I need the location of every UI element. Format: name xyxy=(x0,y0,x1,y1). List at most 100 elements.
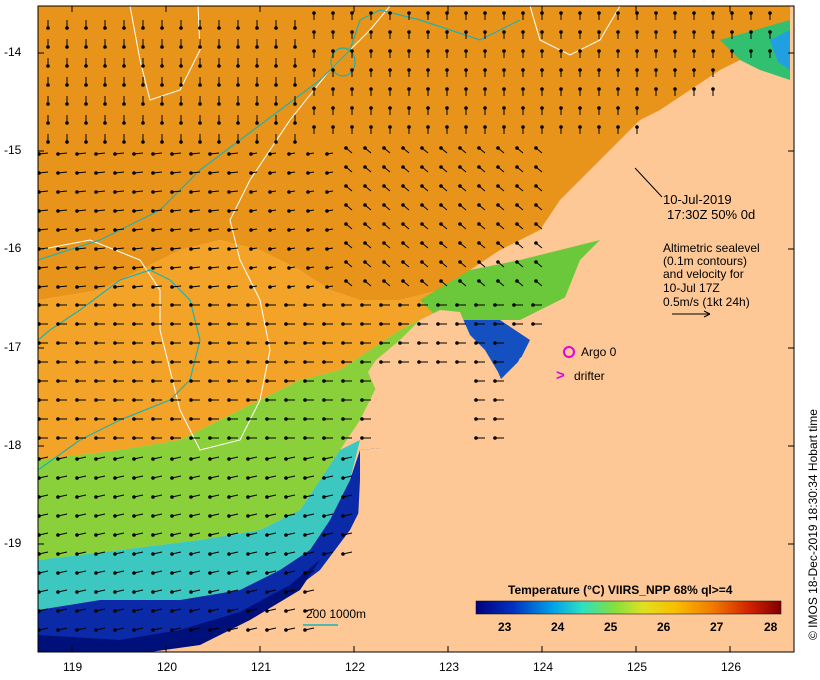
velocity-vector-head xyxy=(388,49,392,53)
velocity-vector-head xyxy=(56,417,60,421)
velocity-vector-head xyxy=(534,222,538,226)
x-tick-label: 122 xyxy=(345,660,366,674)
velocity-vector-head xyxy=(303,571,307,575)
velocity-vector-head xyxy=(208,266,212,270)
velocity-vector-head xyxy=(287,190,291,194)
velocity-vector-head xyxy=(208,247,212,251)
velocity-vector-head xyxy=(540,87,544,91)
velocity-vector-head xyxy=(249,190,253,194)
velocity-vector-head xyxy=(132,590,136,594)
velocity-vector-head xyxy=(306,285,310,289)
velocity-vector-head xyxy=(113,628,117,632)
velocity-vector-head xyxy=(303,495,307,499)
velocity-vector-head xyxy=(325,247,329,251)
velocity-vector-head xyxy=(515,279,519,283)
velocity-vector-head xyxy=(360,417,364,421)
altimetry-line-4: 10-Jul 17Z xyxy=(663,281,720,295)
velocity-vector-head xyxy=(458,260,462,264)
velocity-vector-head xyxy=(94,152,98,156)
velocity-vector-head xyxy=(455,322,459,326)
velocity-vector-head xyxy=(189,457,193,461)
velocity-vector-head xyxy=(515,146,519,150)
velocity-vector-head xyxy=(189,341,193,345)
velocity-vector-head xyxy=(312,49,316,53)
velocity-vector-head xyxy=(227,436,231,440)
velocity-vector-head xyxy=(227,285,231,289)
velocity-vector-head xyxy=(94,514,98,518)
velocity-vector-head xyxy=(113,322,117,326)
velocity-vector-head xyxy=(268,228,272,232)
velocity-vector-head xyxy=(521,30,525,34)
velocity-vector-head xyxy=(306,152,310,156)
velocity-vector-head xyxy=(515,165,519,169)
velocity-vector-head xyxy=(341,533,345,537)
velocity-vector-head xyxy=(113,303,117,307)
velocity-vector-head xyxy=(287,285,291,289)
velocity-vector-head xyxy=(132,533,136,537)
velocity-vector-head xyxy=(303,417,307,421)
velocity-vector-head xyxy=(227,457,231,461)
velocity-vector-head xyxy=(170,628,174,632)
velocity-vector-head xyxy=(540,30,544,34)
velocity-vector-head xyxy=(122,26,126,30)
velocity-vector-head xyxy=(113,571,117,575)
velocity-vector-head xyxy=(268,171,272,175)
x-tick-label: 125 xyxy=(627,660,648,674)
velocity-vector-head xyxy=(274,64,278,68)
velocity-vector-head xyxy=(141,45,145,49)
velocity-vector-head xyxy=(94,398,98,402)
velocity-vector-head xyxy=(132,514,136,518)
x-tick-label: 119 xyxy=(63,660,83,674)
velocity-vector-head xyxy=(284,552,288,556)
velocity-vector-head xyxy=(388,106,392,110)
velocity-vector-head xyxy=(56,533,60,537)
velocity-vector-head xyxy=(331,68,335,72)
velocity-vector-head xyxy=(246,552,250,556)
velocity-vector-head xyxy=(208,209,212,213)
velocity-vector-head xyxy=(711,68,715,72)
velocity-vector-head xyxy=(749,30,753,34)
velocity-vector-head xyxy=(170,322,174,326)
velocity-vector-head xyxy=(227,398,231,402)
velocity-vector-head xyxy=(341,436,345,440)
velocity-vector-head xyxy=(170,571,174,575)
velocity-vector-head xyxy=(284,303,288,307)
isobath-200m xyxy=(38,269,201,471)
velocity-vector-head xyxy=(151,247,155,251)
velocity-vector-head xyxy=(265,322,269,326)
velocity-vector-head xyxy=(401,222,405,226)
velocity-vector-head xyxy=(189,436,193,440)
velocity-vector-head xyxy=(170,398,174,402)
velocity-vector-head xyxy=(559,49,563,53)
velocity-vector-head xyxy=(65,64,69,68)
velocity-vector-head xyxy=(303,590,307,594)
velocity-vector-head xyxy=(227,514,231,518)
axis-ticks xyxy=(38,6,794,652)
velocity-vector-head xyxy=(75,360,79,364)
velocity-vector-head xyxy=(515,203,519,207)
argo-label: Argo 0 xyxy=(581,345,617,359)
velocity-vector-head xyxy=(711,30,715,34)
velocity-vector-head xyxy=(84,121,88,125)
velocity-vector-head xyxy=(322,303,326,307)
velocity-vector-head xyxy=(325,190,329,194)
velocity-vector-head xyxy=(284,436,288,440)
velocity-vector-head xyxy=(255,83,259,87)
velocity-vector-head xyxy=(455,341,459,345)
velocity-vector-head xyxy=(578,30,582,34)
velocity-vector-head xyxy=(407,49,411,53)
velocity-vector-head xyxy=(141,121,145,125)
velocity-vector-head xyxy=(325,152,329,156)
velocity-vector-head xyxy=(464,30,468,34)
velocity-vector-head xyxy=(113,266,117,270)
velocity-vector-head xyxy=(407,125,411,129)
velocity-vector-head xyxy=(249,285,253,289)
velocity-vector-head xyxy=(293,26,297,30)
velocity-vector-head xyxy=(477,146,481,150)
velocity-vector-head xyxy=(227,228,231,232)
velocity-vector-head xyxy=(151,190,155,194)
velocity-vector-head xyxy=(341,417,345,421)
velocity-vector-head xyxy=(458,203,462,207)
velocity-vector-head xyxy=(341,360,345,364)
velocity-vector-head xyxy=(227,303,231,307)
